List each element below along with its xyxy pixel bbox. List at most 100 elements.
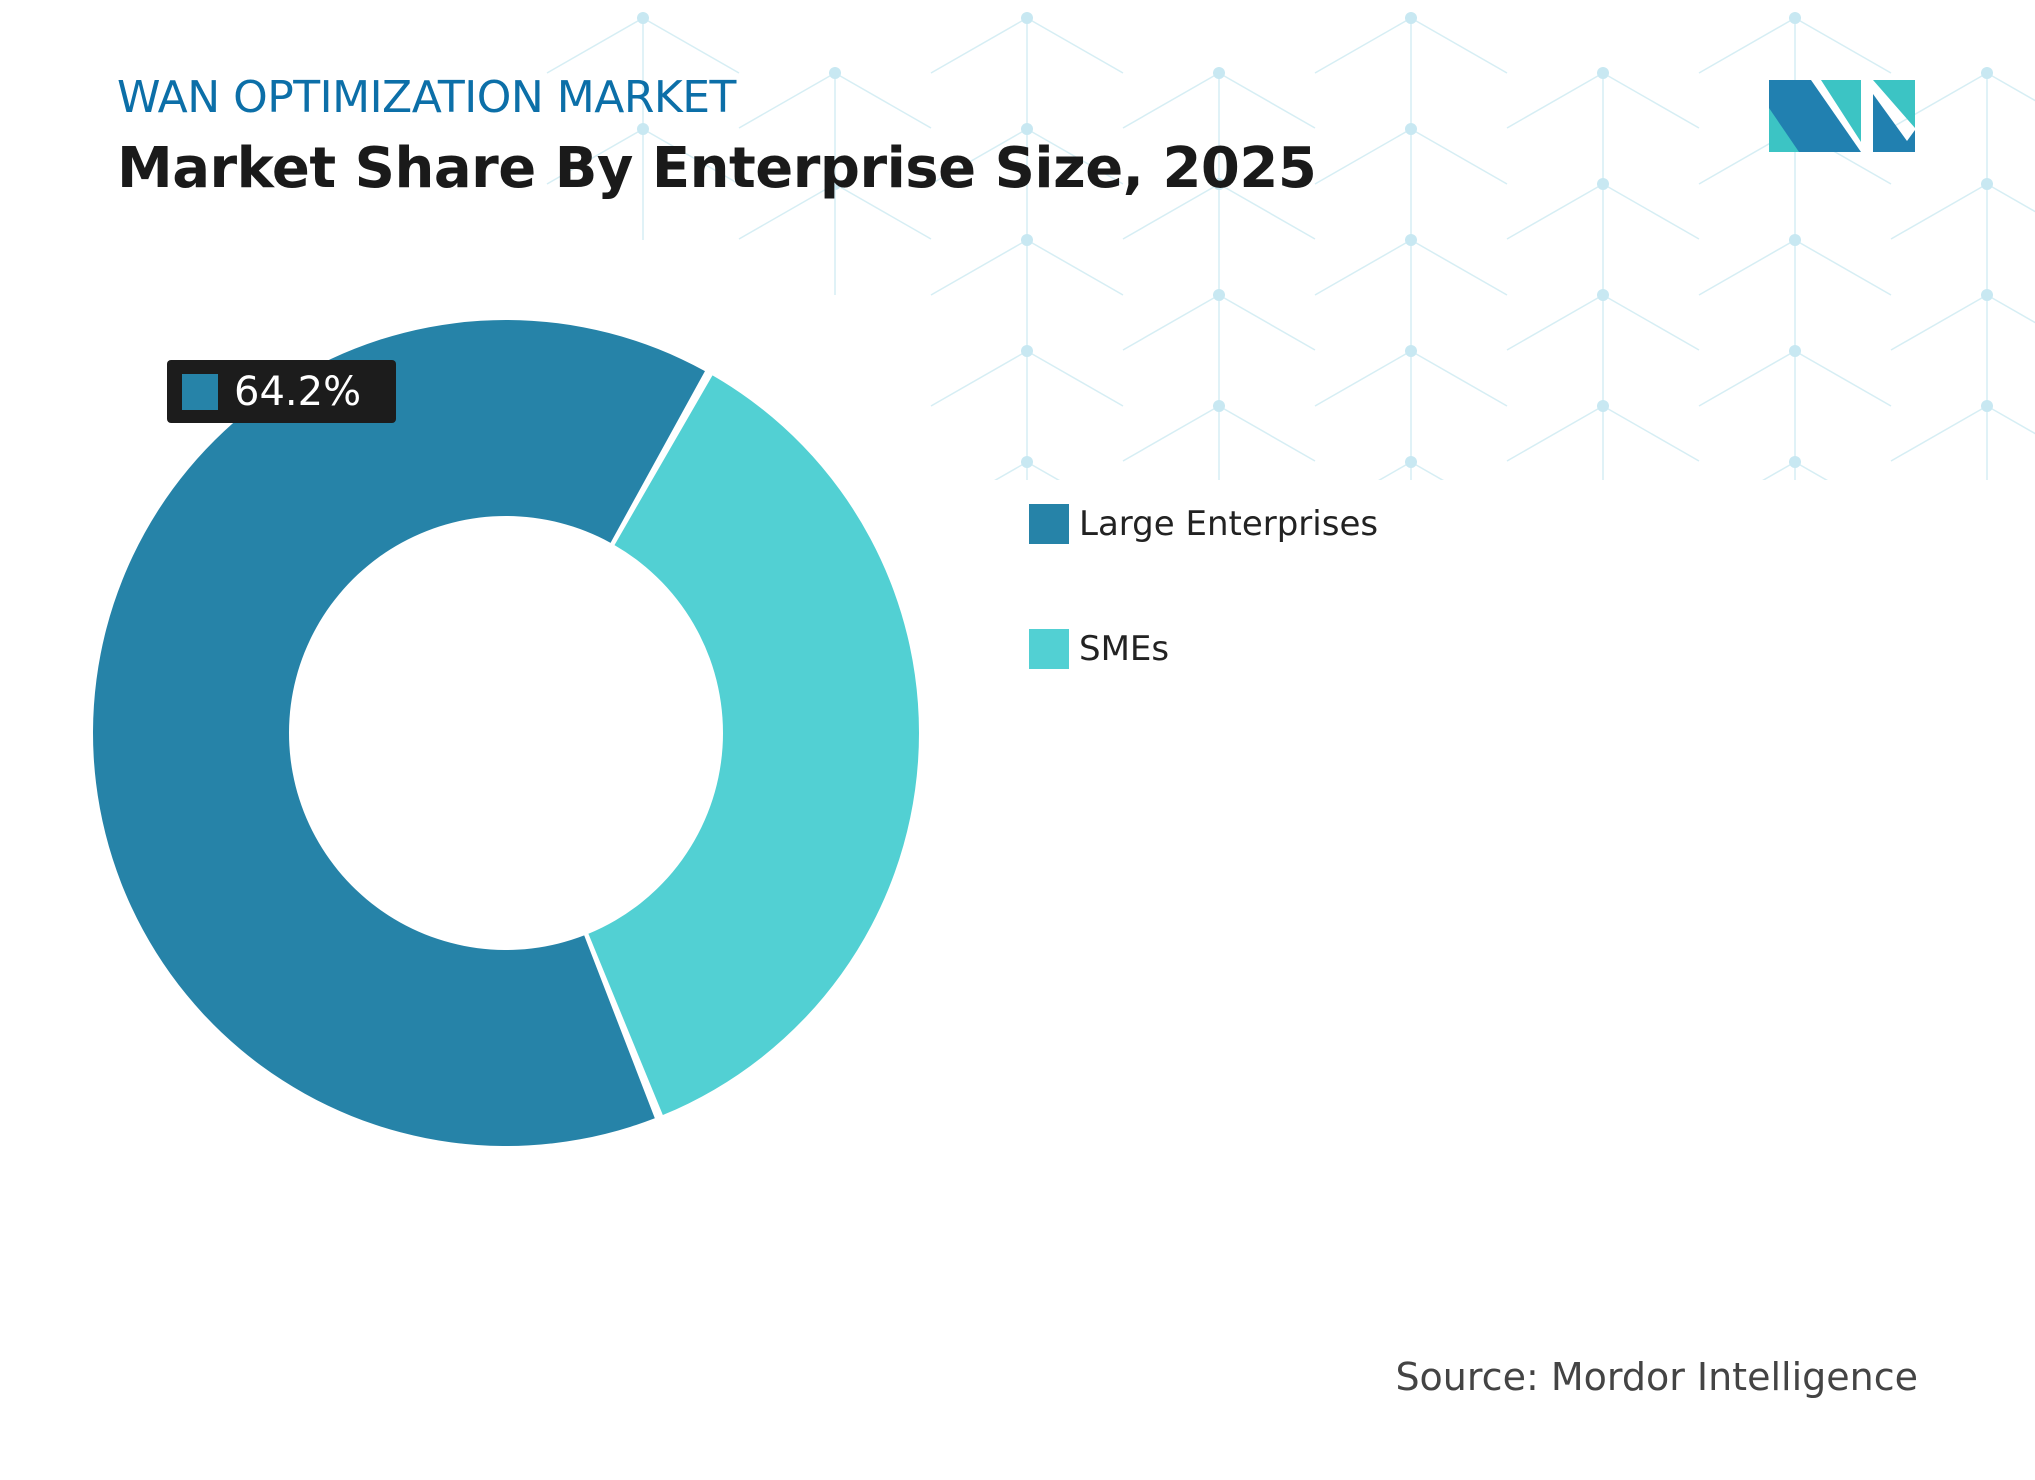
legend-item-smes: SMEs <box>1029 629 1169 669</box>
pattern-line <box>1762 461 1796 480</box>
pattern-dot <box>829 178 841 190</box>
pattern-line <box>1314 17 1412 74</box>
pattern-dot <box>1981 178 1993 190</box>
pattern-dot <box>1405 123 1417 135</box>
pattern-line <box>1506 183 1604 240</box>
pattern-dot <box>829 67 841 79</box>
pattern-line <box>1698 239 1796 296</box>
pattern-line <box>1122 405 1220 462</box>
pattern-line <box>1314 350 1412 407</box>
pattern-dot <box>1789 456 1801 468</box>
pattern-line <box>994 461 1028 480</box>
pattern-line <box>1506 294 1604 351</box>
pattern-dot <box>1405 234 1417 246</box>
pattern-dot <box>1789 12 1801 24</box>
pattern-dot <box>1597 400 1609 412</box>
pattern-line <box>1794 350 1892 407</box>
pattern-line <box>1218 183 1316 240</box>
pattern-dot <box>1405 345 1417 357</box>
pattern-line <box>1410 17 1508 74</box>
pattern-line <box>930 17 1028 74</box>
pattern-line <box>1122 183 1220 240</box>
pattern-dot <box>1213 67 1225 79</box>
pattern-line <box>642 17 740 74</box>
pattern-dot <box>637 123 649 135</box>
pattern-line <box>642 128 740 185</box>
donut-chart <box>93 319 920 1147</box>
pattern-line <box>1794 239 1892 296</box>
pattern-line <box>1986 294 2035 324</box>
pattern-dot <box>1021 123 1033 135</box>
pattern-line <box>546 128 644 185</box>
pattern-line <box>1218 294 1316 351</box>
data-label-large-enterprises: 64.2% <box>167 360 396 423</box>
chart-subtitle: WAN OPTIMIZATION MARKET <box>117 72 736 123</box>
label-swatch <box>182 373 218 410</box>
pattern-line <box>1794 17 1892 74</box>
pattern-dot <box>1405 12 1417 24</box>
pattern-dot <box>1981 400 1993 412</box>
pattern-dot <box>1405 456 1417 468</box>
pattern-line <box>1986 405 2035 435</box>
pattern-dot <box>1213 400 1225 412</box>
legend-swatch <box>1029 629 1069 669</box>
pattern-dot <box>1981 289 1993 301</box>
pattern-line <box>930 239 1028 296</box>
pattern-line <box>834 72 932 129</box>
pattern-line <box>1506 405 1604 462</box>
pattern-line <box>1122 294 1220 351</box>
pattern-line <box>930 128 1028 185</box>
pattern-line <box>1602 294 1700 351</box>
pattern-line <box>1026 239 1124 296</box>
pattern-dot <box>1021 12 1033 24</box>
pattern-dot <box>1789 345 1801 357</box>
pattern-line <box>1410 461 1444 480</box>
pattern-line <box>1602 72 1700 129</box>
pattern-line <box>834 183 932 240</box>
pattern-line <box>1378 461 1412 480</box>
pattern-line <box>1986 72 2035 102</box>
pattern-line <box>738 72 836 129</box>
pattern-line <box>1026 17 1124 74</box>
pattern-line <box>1410 350 1508 407</box>
pattern-line <box>1410 239 1508 296</box>
pattern-dot <box>637 12 649 24</box>
donut-slice-smes <box>588 375 920 1116</box>
pattern-dot <box>1597 289 1609 301</box>
pattern-line <box>1026 350 1124 407</box>
pattern-line <box>1122 72 1220 129</box>
pattern-line <box>738 183 836 240</box>
pattern-line <box>1890 405 1988 462</box>
pattern-dot <box>1213 289 1225 301</box>
mordor-logo <box>1769 80 1915 152</box>
pattern-dot <box>1213 178 1225 190</box>
source-note: Source: Mordor Intelligence <box>1395 1355 1918 1399</box>
pattern-dot <box>1021 234 1033 246</box>
pattern-line <box>1506 72 1604 129</box>
pattern-dot <box>1597 178 1609 190</box>
legend-swatch <box>1029 504 1069 544</box>
pattern-line <box>1794 461 1828 480</box>
legend-label: SMEs <box>1079 629 1170 669</box>
pattern-line <box>1986 183 2035 213</box>
pattern-line <box>1218 72 1316 129</box>
legend-item-large-enterprises: Large Enterprises <box>1029 504 1378 544</box>
legend-label: Large Enterprises <box>1079 504 1379 544</box>
pattern-line <box>1314 128 1412 185</box>
pattern-line <box>1026 128 1124 185</box>
pattern-line <box>1410 128 1508 185</box>
pattern-dot <box>1021 345 1033 357</box>
pattern-line <box>546 17 644 74</box>
pattern-dot <box>1597 67 1609 79</box>
pattern-line <box>1602 183 1700 240</box>
pattern-line <box>1698 350 1796 407</box>
pattern-dot <box>1981 67 1993 79</box>
pattern-line <box>1602 405 1700 462</box>
pattern-line <box>1890 294 1988 351</box>
pattern-line <box>1890 183 1988 240</box>
pattern-line <box>1698 17 1796 74</box>
chart-title: Market Share By Enterprise Size, 2025 <box>117 136 1317 201</box>
pattern-line <box>930 350 1028 407</box>
data-label-text: 64.2% <box>234 368 362 415</box>
pattern-line <box>1314 239 1412 296</box>
